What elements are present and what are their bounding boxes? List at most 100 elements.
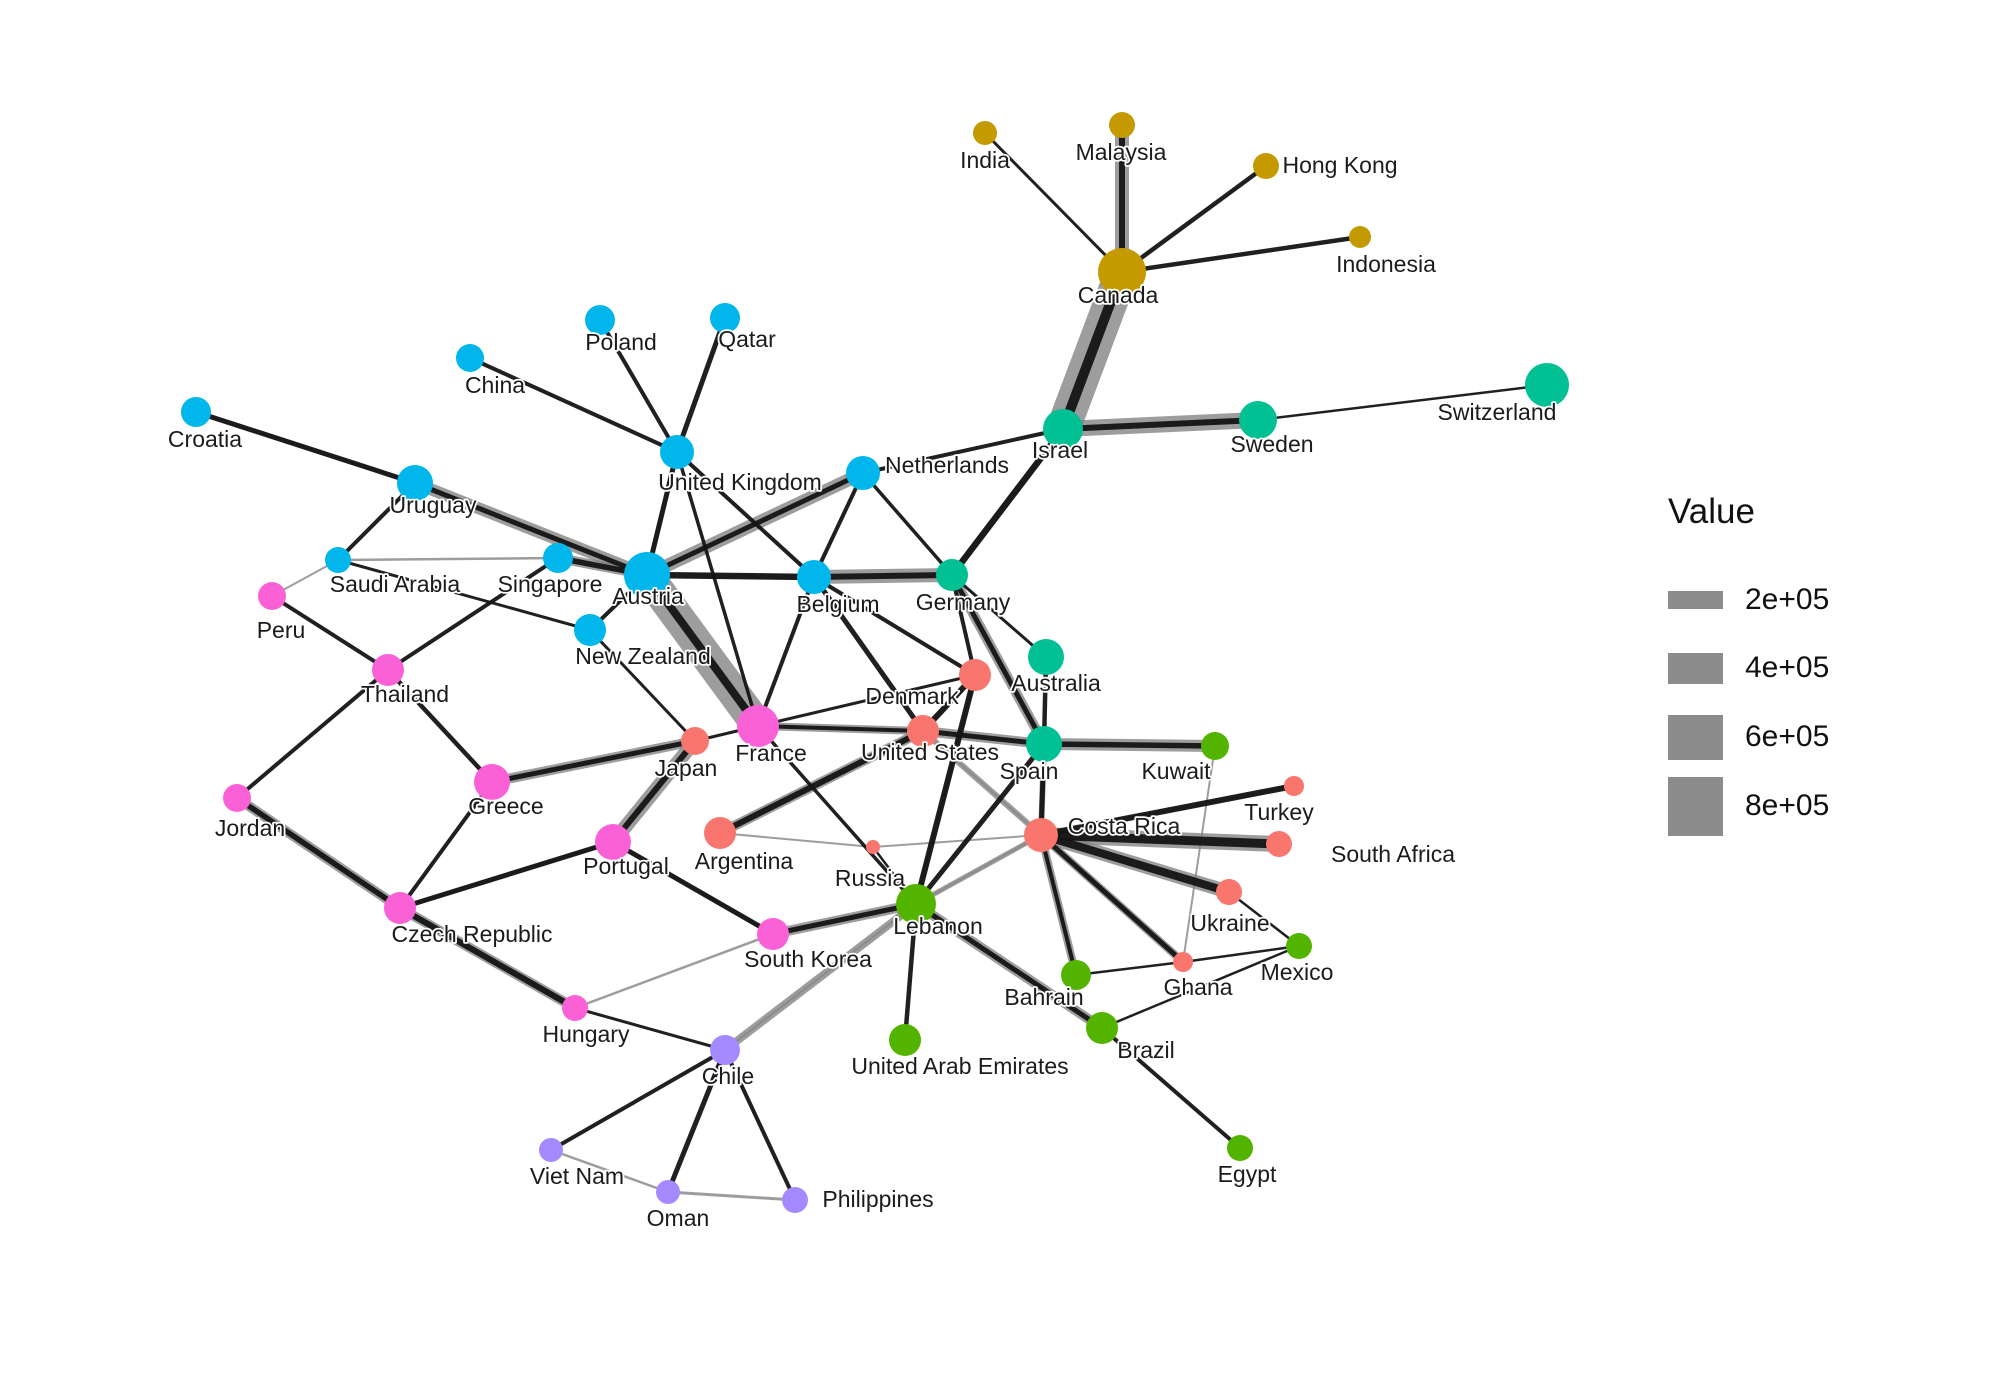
legend-swatch-icon	[1668, 776, 1723, 836]
node-argentina	[704, 817, 736, 849]
node-label-austria: Austria	[612, 583, 684, 609]
node-ukraine	[1216, 879, 1242, 905]
edge-oman-philippines	[667, 1190, 796, 1202]
edge-hungary-southkorea	[574, 932, 774, 1010]
node-czech	[384, 892, 416, 924]
node-hongkong	[1253, 153, 1279, 179]
node-label-switzerland: Switzerland	[1438, 399, 1557, 425]
node-turkey	[1284, 776, 1304, 796]
edge-argentina-russia	[719, 832, 874, 848]
node-sweden	[1239, 401, 1277, 439]
legend-swatch-icon	[1668, 652, 1723, 684]
legend-value-label: 6e+05	[1745, 720, 1830, 753]
node-label-spain: Spain	[1000, 758, 1059, 784]
edge-denmark-lebanon	[913, 674, 978, 905]
node-label-philippines: Philippines	[822, 1186, 933, 1212]
legend-value-label: 8e+05	[1745, 789, 1830, 822]
node-label-chile: Chile	[702, 1063, 754, 1089]
edge-germany-spain	[949, 573, 1047, 746]
node-japan	[681, 727, 709, 755]
edge-chile-vietnam	[550, 1048, 726, 1152]
node-austria	[624, 552, 670, 598]
edge-ghana-mexico	[1182, 944, 1300, 964]
edge-lebanon-uae	[902, 903, 919, 1041]
edge-thailand-singapore	[386, 556, 560, 672]
edge-canada-indonesia	[1121, 234, 1361, 275]
node-label-uruguay: Uruguay	[390, 492, 477, 518]
legend-swatch-icon	[1668, 591, 1723, 609]
edge-newzealand-japan	[588, 628, 697, 743]
node-newzealand	[574, 614, 606, 646]
edge-uk-belgium	[675, 450, 816, 579]
edge-jordan-czech	[235, 795, 402, 911]
node-label-australia: Australia	[1011, 670, 1101, 696]
edge-spain-kuwait	[1043, 741, 1216, 749]
edge-portugal-southkorea	[611, 839, 775, 937]
node-label-ukraine: Ukraine	[1190, 910, 1269, 936]
node-portugal	[595, 824, 631, 860]
edge-bahrain-ghana	[1075, 960, 1184, 977]
edge-costarica-southafrica	[1040, 830, 1280, 849]
node-canada	[1098, 248, 1146, 296]
node-france	[737, 705, 779, 747]
node-label-lebanon: Lebanon	[893, 913, 983, 939]
edge-vietnam-oman	[550, 1148, 669, 1194]
edge-canada-india	[983, 131, 1124, 274]
edge-brazil-egypt	[1100, 1026, 1242, 1150]
edge-us-spain	[922, 728, 1045, 747]
node-label-china: China	[465, 372, 525, 398]
edge-austria-belgium	[646, 571, 815, 581]
node-label-saudiarabia: Saudi Arabia	[330, 571, 461, 597]
node-thailand	[372, 654, 404, 686]
legend-item-2e+05: 2e+05	[1668, 570, 1829, 630]
edge-chile-oman	[665, 1049, 728, 1193]
node-uruguay	[397, 465, 433, 501]
edge-netherlands-austria	[645, 470, 865, 578]
legend-swatch-icon	[1668, 714, 1723, 760]
edge-germany-denmark	[950, 574, 977, 676]
node-label-kuwait: Kuwait	[1141, 758, 1211, 784]
node-label-japan: Japan	[655, 755, 718, 781]
node-greece	[474, 764, 510, 800]
node-label-turkey: Turkey	[1244, 799, 1314, 825]
node-label-ghana: Ghana	[1163, 974, 1232, 1000]
node-china	[456, 344, 484, 372]
edge-costarica-ukraine	[1039, 831, 1231, 896]
node-russia	[866, 840, 880, 854]
node-label-uk: United Kingdom	[658, 469, 822, 495]
node-label-indonesia: Indonesia	[1336, 251, 1436, 277]
edge-costarica-turkey	[1040, 783, 1295, 838]
edge-uruguay-saudiarabia	[336, 481, 417, 562]
node-vietnam	[539, 1138, 563, 1162]
legend-value-label: 2e+05	[1745, 583, 1830, 616]
legend-item-4e+05: 4e+05	[1668, 638, 1829, 698]
edge-czech-portugal	[399, 839, 614, 911]
edge-russia-costarica	[872, 834, 1042, 848]
edge-france-denmark	[757, 673, 976, 728]
legend-value-label: 4e+05	[1745, 651, 1830, 684]
node-label-hongkong: Hong Kong	[1282, 152, 1397, 178]
node-label-netherlands: Netherlands	[885, 452, 1009, 478]
node-poland	[585, 305, 615, 335]
edge-austria-france	[643, 572, 762, 729]
node-croatia	[181, 397, 211, 427]
node-brazil	[1086, 1012, 1118, 1044]
edge-mexico-brazil	[1101, 944, 1300, 1030]
edge-uk-china	[469, 356, 678, 454]
node-kuwait	[1201, 732, 1229, 760]
edge-kuwait-ghana	[1182, 745, 1216, 963]
node-label-newzealand: New Zealand	[575, 643, 711, 669]
edge-portugal-japan	[610, 739, 698, 844]
node-chile	[710, 1035, 740, 1065]
node-label-canada: Canada	[1078, 282, 1159, 308]
node-label-belgium: Belgium	[796, 591, 879, 617]
node-australia	[1028, 639, 1064, 675]
edge-us-argentina	[718, 728, 925, 836]
node-peru	[258, 582, 286, 610]
node-singapore	[543, 543, 573, 573]
node-indonesia	[1349, 226, 1371, 248]
node-costarica	[1024, 818, 1058, 852]
legend-item-6e+05: 6e+05	[1668, 707, 1829, 767]
edge-canada-hongkong	[1120, 164, 1268, 274]
